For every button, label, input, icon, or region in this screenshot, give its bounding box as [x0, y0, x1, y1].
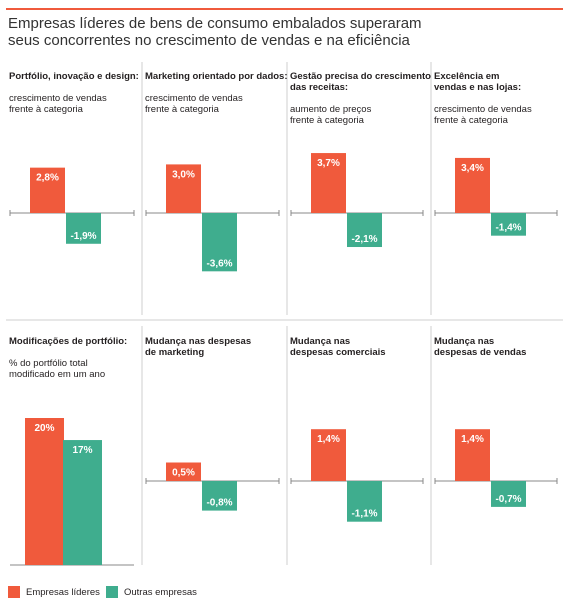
panel-5-title-line-1: Modificações de portfólio:	[9, 336, 127, 347]
panel-6-data-label-leaders: 0,5%	[172, 468, 195, 479]
panel-4-subtitle-line-2: frente à categoria	[434, 115, 509, 126]
panel-4-subtitle-line-1: crescimento de vendas	[434, 104, 532, 115]
panel-2-title-line-1: Marketing orientado por dados:	[145, 71, 288, 82]
panel-1-subtitle-line-1: crescimento de vendas	[9, 93, 107, 104]
panel-8-bar-leaders	[455, 429, 490, 481]
panel-7-data-label-others: -1,1%	[351, 509, 377, 520]
panel-4-bar-others	[491, 213, 526, 236]
panel-1-bar-others	[66, 213, 101, 244]
panel-2-bar-others	[202, 213, 237, 272]
panel-5-data-label-leaders: 20%	[34, 423, 54, 434]
legend-label-leaders: Empresas líderes	[26, 586, 100, 598]
panel-2-subtitle-line-1: crescimento de vendas	[145, 93, 243, 104]
panel-8-data-label-leaders: 1,4%	[461, 434, 484, 445]
panel-4-title-line-2: vendas e nas lojas:	[434, 82, 521, 93]
panel-5-bar-others	[63, 440, 102, 565]
panel-7-data-label-leaders: 1,4%	[317, 434, 340, 445]
panel-1-data-label-others: -1,9%	[70, 231, 96, 242]
panel-6-bar-others	[202, 481, 237, 511]
panel-4-bar-leaders	[455, 157, 490, 213]
panel-2-data-label-leaders: 3,0%	[172, 169, 195, 180]
panel-1-subtitle-line-2: frente à categoria	[9, 104, 84, 115]
panel-1-title-line-1: Portfólio, inovação e design:	[9, 71, 139, 82]
panel-8-title-line-1: Mudança nas	[434, 336, 494, 347]
panel-8-bar-others	[491, 481, 526, 507]
panel-2-bar-leaders	[166, 164, 201, 213]
legend-swatch-others	[106, 586, 118, 598]
panel-3-bar-leaders	[311, 153, 346, 213]
panel-1-data-label-leaders: 2,8%	[36, 173, 59, 184]
legend-swatch-leaders	[8, 586, 20, 598]
panel-3-title-line-1: Gestão precisa do crescimento	[290, 71, 431, 82]
panel-4-data-label-leaders: 3,4%	[461, 163, 484, 174]
panel-8-data-label-others: -0,7%	[495, 494, 521, 505]
panel-2-subtitle-line-2: frente à categoria	[145, 104, 220, 115]
panel-1-bar-leaders	[30, 167, 65, 213]
panel-3-data-label-leaders: 3,7%	[317, 158, 340, 169]
panel-6-title-line-2: de marketing	[145, 347, 204, 358]
panel-7-title-line-1: Mudança nas	[290, 336, 350, 347]
chart-title: Empresas líderes de bens de consumo emba…	[8, 15, 568, 49]
panel-3-subtitle-line-1: aumento de preços	[290, 104, 372, 115]
panel-6-data-label-others: -0,8%	[206, 498, 232, 509]
chart-title-line-1: Empresas líderes de bens de consumo emba…	[8, 15, 422, 32]
title-rule	[6, 8, 563, 10]
panel-6-bar-leaders	[166, 462, 201, 481]
legend-item-others: Outras empresas	[106, 585, 197, 599]
panel-3-title-line-2: das receitas:	[290, 82, 348, 93]
panel-6-title-line-1: Mudança nas despesas	[145, 336, 251, 347]
panel-3-bar-others	[347, 213, 382, 248]
panel-5-subtitle-line-1: % do portfólio total	[9, 358, 88, 369]
panel-5-bar-leaders	[25, 418, 64, 565]
panel-4-title-line-1: Excelência em	[434, 71, 500, 82]
panel-5-data-label-others: 17%	[72, 445, 92, 456]
panel-8-title-line-2: despesas de vendas	[434, 347, 526, 358]
chart-title-line-2: seus concorrentes no crescimento de vend…	[8, 32, 410, 49]
panel-4-data-label-others: -1,4%	[495, 223, 521, 234]
panel-7-bar-others	[347, 481, 382, 522]
legend-item-leaders: Empresas líderes	[8, 585, 100, 599]
panel-7-title-line-2: despesas comerciais	[290, 347, 386, 358]
panel-2-data-label-others: -3,6%	[206, 258, 232, 269]
panel-7-bar-leaders	[311, 429, 346, 481]
legend-label-others: Outras empresas	[124, 586, 197, 598]
panel-5-subtitle-line-2: modificado em um ano	[9, 369, 105, 380]
panel-3-data-label-others: -2,1%	[351, 234, 377, 245]
panel-3-subtitle-line-2: frente à categoria	[290, 115, 365, 126]
